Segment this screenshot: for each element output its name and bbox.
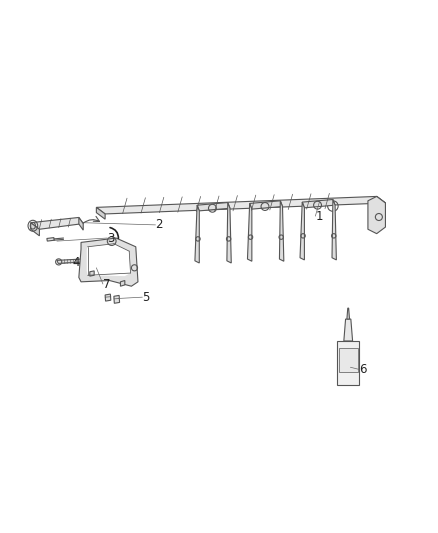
Polygon shape: [120, 280, 125, 286]
Polygon shape: [96, 207, 105, 219]
Polygon shape: [300, 202, 304, 260]
Polygon shape: [31, 217, 83, 229]
Polygon shape: [96, 197, 385, 214]
Text: 3: 3: [107, 231, 115, 245]
Polygon shape: [347, 308, 350, 319]
Polygon shape: [227, 203, 231, 263]
Text: 1: 1: [315, 209, 323, 223]
Text: 4: 4: [72, 256, 80, 269]
Polygon shape: [337, 341, 359, 385]
Text: 7: 7: [103, 278, 110, 290]
Polygon shape: [250, 201, 283, 209]
Text: 5: 5: [142, 290, 150, 304]
Polygon shape: [87, 244, 131, 276]
Polygon shape: [79, 238, 138, 286]
Polygon shape: [247, 204, 252, 261]
Polygon shape: [79, 217, 83, 230]
Polygon shape: [368, 197, 385, 233]
Text: 6: 6: [359, 363, 367, 376]
Polygon shape: [105, 294, 111, 301]
Polygon shape: [114, 295, 120, 303]
Polygon shape: [90, 271, 94, 276]
Polygon shape: [197, 203, 230, 211]
Polygon shape: [339, 348, 358, 372]
Polygon shape: [279, 201, 284, 261]
Polygon shape: [47, 238, 54, 241]
Polygon shape: [332, 199, 336, 260]
Polygon shape: [344, 319, 353, 341]
Polygon shape: [57, 259, 82, 263]
Polygon shape: [302, 199, 335, 208]
Polygon shape: [377, 197, 385, 208]
Polygon shape: [195, 205, 199, 263]
Text: 2: 2: [155, 219, 163, 231]
Polygon shape: [31, 223, 39, 236]
